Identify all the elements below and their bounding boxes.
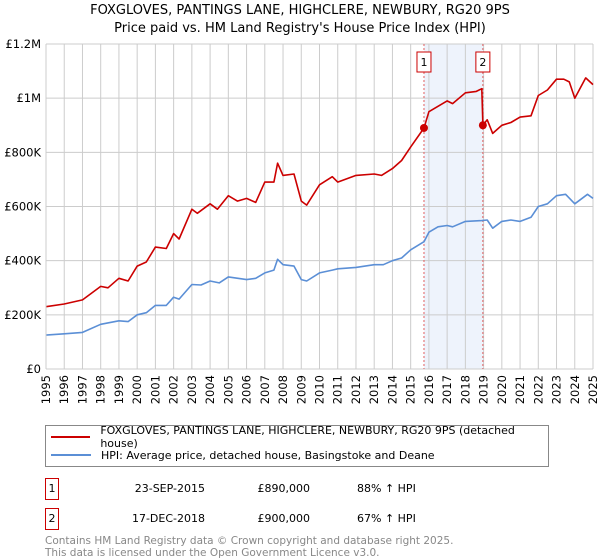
footer-licence: This data is licensed under the Open Gov… (45, 547, 380, 559)
sale-marker-box (416, 51, 432, 73)
legend-item-property: FOXGLOVES, PANTINGS LANE, HIGHCLERE, NEW… (51, 424, 548, 450)
x-tick-label: 2015 (404, 375, 418, 404)
footer: Contains HM Land Registry data © Crown c… (45, 535, 453, 559)
sale-date: 17-DEC-2018 (131, 512, 205, 525)
x-tick-label: 2012 (349, 375, 363, 404)
sale-date: 23-SEP-2015 (134, 482, 205, 495)
chart-subtitle: Price paid vs. HM Land Registry's House … (114, 21, 486, 36)
x-tick-label: 2007 (258, 375, 272, 404)
sale-number: 2 (45, 508, 59, 530)
x-tick-label: 1997 (75, 375, 89, 404)
legend-label: FOXGLOVES, PANTINGS LANE, HIGHCLERE, NEW… (100, 424, 515, 450)
y-tick-label: £200K (4, 308, 41, 322)
x-tick-label: 2004 (203, 375, 217, 404)
x-tick-label: 2002 (167, 375, 181, 404)
sale-marker-label: 2 (479, 56, 486, 69)
x-tick-label: 2011 (331, 375, 345, 404)
sale-point (419, 123, 428, 132)
legend-item-hpi: HPI: Average price, detached house, Basi… (51, 447, 435, 463)
sale-point (478, 121, 487, 130)
x-tick-label: 2000 (130, 375, 144, 404)
series-line (45, 77, 594, 308)
sale-marker-box (475, 51, 491, 73)
x-tick-label: 2021 (513, 375, 527, 404)
x-tick-label: 1998 (94, 375, 108, 404)
y-tick-label: £1.2M (5, 37, 41, 51)
sale-price: £900,000 (257, 512, 311, 525)
x-tick-label: 2018 (458, 375, 472, 404)
x-tick-label: 1996 (57, 375, 71, 404)
x-tick-label: 2001 (148, 375, 162, 404)
y-tick-label: £0 (26, 362, 41, 376)
y-tick-label: £400K (4, 254, 41, 268)
x-tick-label: 2013 (367, 375, 381, 404)
sale-hpi-change: 88% ↑ HPI (357, 482, 416, 495)
sale-number: 1 (45, 478, 59, 500)
x-tick-label: 2016 (422, 375, 436, 404)
x-tick-label: 2024 (568, 375, 582, 404)
y-tick-label: £600K (4, 200, 41, 214)
x-tick-label: 2008 (276, 375, 290, 404)
footer-copyright: Contains HM Land Registry data © Crown c… (45, 535, 454, 547)
x-tick-label: 1995 (39, 375, 53, 404)
x-tick-label: 1999 (112, 375, 126, 404)
y-tick-label: £1M (16, 91, 41, 105)
chart-title: FOXGLOVES, PANTINGS LANE, HIGHCLERE, NEW… (90, 3, 510, 18)
legend-swatch-red (51, 436, 91, 438)
legend: FOXGLOVES, PANTINGS LANE, HIGHCLERE, NEW… (45, 424, 549, 467)
legend-label: HPI: Average price, detached house, Basi… (101, 448, 435, 462)
x-tick-label: 2025 (586, 375, 600, 404)
x-tick-label: 2020 (495, 375, 509, 404)
series-line (45, 193, 594, 336)
x-tick-label: 2022 (531, 375, 545, 404)
x-tick-label: 2014 (385, 375, 399, 404)
sale-row: 2 17-DEC-2018 £900,000 67% ↑ HPI (45, 508, 515, 530)
sale-marker-label: 1 (420, 56, 427, 69)
y-tick-label: £800K (4, 145, 41, 159)
sale-hpi-change: 67% ↑ HPI (357, 512, 416, 525)
sale-row: 1 23-SEP-2015 £890,000 88% ↑ HPI (45, 478, 515, 500)
x-tick-label: 2019 (477, 375, 491, 404)
x-tick-label: 2005 (221, 375, 235, 404)
x-tick-label: 2003 (185, 375, 199, 404)
x-tick-label: 2017 (440, 375, 454, 404)
x-tick-label: 2009 (294, 375, 308, 404)
price-chart: 1995 1996 1997 1998 1999 2000 2001 2002 2003 2004… (4, 37, 600, 404)
x-tick-label: 2010 (313, 375, 327, 404)
legend-swatch-blue (51, 454, 91, 456)
sale-price: £890,000 (257, 482, 311, 495)
x-tick-label: 2006 (240, 375, 254, 404)
x-tick-label: 2023 (550, 375, 564, 404)
